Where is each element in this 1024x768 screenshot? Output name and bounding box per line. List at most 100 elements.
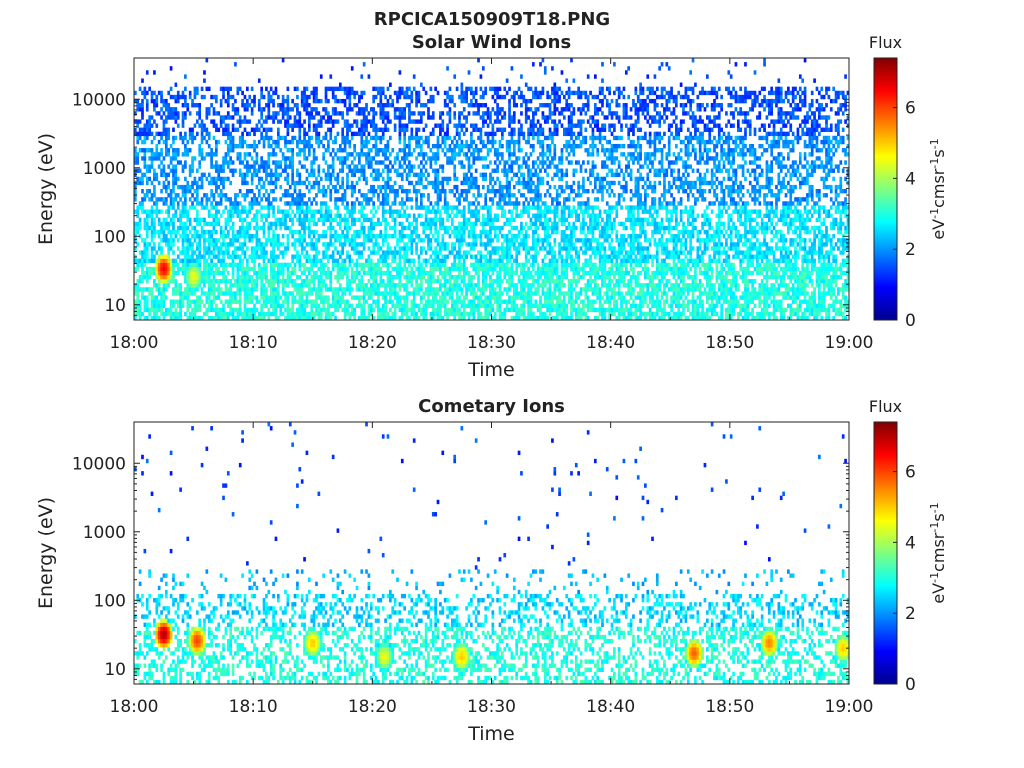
heatmap-cell bbox=[167, 254, 171, 259]
heatmap-cell bbox=[260, 266, 263, 272]
heatmap-cell bbox=[436, 229, 440, 235]
heatmap-cell bbox=[353, 156, 356, 161]
heatmap-cell bbox=[446, 205, 449, 210]
heatmap-cell bbox=[484, 193, 488, 198]
heatmap-cell bbox=[343, 160, 347, 165]
heatmap-cell bbox=[415, 90, 418, 96]
heatmap-cell bbox=[184, 234, 187, 239]
heatmap-cell bbox=[303, 307, 306, 313]
heatmap-cell bbox=[491, 168, 495, 173]
heatmap-cell bbox=[403, 274, 406, 280]
heatmap-cell bbox=[379, 279, 383, 284]
heatmap-cell bbox=[367, 225, 371, 231]
heatmap-cell bbox=[231, 266, 235, 272]
heatmap-cell bbox=[274, 217, 278, 223]
heatmap-cell bbox=[162, 131, 166, 137]
heatmap-cell bbox=[472, 148, 476, 153]
heatmap-cell bbox=[179, 307, 182, 313]
heatmap-cell bbox=[336, 279, 340, 284]
heatmap-cell bbox=[443, 258, 447, 263]
heatmap-cell bbox=[400, 307, 404, 313]
heatmap-cell bbox=[403, 209, 406, 214]
heatmap-cell bbox=[470, 242, 473, 247]
heatmap-cell bbox=[427, 242, 430, 247]
heatmap-cell bbox=[393, 115, 397, 120]
heatmap-cell bbox=[448, 274, 452, 280]
heatmap-cell bbox=[427, 143, 430, 149]
heatmap-cell bbox=[436, 274, 440, 280]
heatmap-cell bbox=[181, 135, 185, 141]
heatmap-cell bbox=[436, 266, 440, 272]
heatmap-cell bbox=[412, 74, 416, 79]
heatmap-cell bbox=[186, 303, 190, 309]
heatmap-cell bbox=[365, 262, 368, 268]
heatmap-cell bbox=[348, 279, 352, 284]
heatmap-cell bbox=[420, 299, 423, 304]
heatmap-cell bbox=[215, 148, 218, 153]
heatmap-cell bbox=[446, 246, 449, 251]
heatmap-cell bbox=[226, 176, 230, 182]
heatmap-cell bbox=[150, 180, 154, 186]
heatmap-cell bbox=[195, 213, 199, 218]
heatmap-cell bbox=[343, 148, 347, 153]
heatmap-cell bbox=[486, 107, 490, 112]
heatmap-cell bbox=[312, 94, 316, 100]
heatmap-cell bbox=[155, 209, 159, 214]
heatmap-cell bbox=[141, 131, 144, 137]
heatmap-cell bbox=[224, 262, 228, 268]
heatmap-cell bbox=[377, 176, 380, 182]
heatmap-cell bbox=[207, 291, 211, 296]
heatmap-cell bbox=[307, 148, 311, 153]
heatmap-cell bbox=[229, 160, 233, 165]
heatmap-cell bbox=[353, 205, 356, 210]
heatmap-cell bbox=[174, 279, 178, 284]
heatmap-cell bbox=[460, 242, 464, 247]
heatmap-cell bbox=[164, 189, 168, 194]
heatmap-cell bbox=[410, 229, 414, 235]
heatmap-cell bbox=[322, 307, 325, 313]
heatmap-cell bbox=[217, 127, 221, 132]
heatmap-cell bbox=[141, 205, 144, 210]
heatmap-cell bbox=[243, 209, 247, 214]
heatmap-cell bbox=[431, 234, 435, 239]
heatmap-cell bbox=[403, 127, 406, 132]
heatmap-cell bbox=[143, 94, 147, 100]
heatmap-cell bbox=[460, 221, 464, 227]
heatmap-cell bbox=[219, 176, 223, 182]
heatmap-cell bbox=[441, 111, 445, 116]
heatmap-cell bbox=[265, 266, 268, 272]
heatmap-cell bbox=[188, 254, 192, 259]
heatmap-cell bbox=[210, 291, 213, 296]
heatmap-cell bbox=[265, 135, 268, 141]
heatmap-cell bbox=[450, 283, 454, 288]
heatmap-cell bbox=[491, 135, 495, 141]
heatmap-cell bbox=[422, 258, 426, 263]
heatmap-cell bbox=[260, 283, 263, 288]
heatmap-cell bbox=[365, 291, 368, 296]
heatmap-cell bbox=[267, 221, 271, 227]
heatmap-cell bbox=[198, 246, 202, 251]
heatmap-cell bbox=[474, 307, 478, 313]
heatmap-cell bbox=[434, 156, 437, 161]
heatmap-cell bbox=[181, 213, 185, 218]
heatmap-cell bbox=[226, 250, 230, 255]
heatmap-cell bbox=[400, 303, 404, 309]
heatmap-cell bbox=[372, 213, 376, 218]
heatmap-cell bbox=[296, 254, 299, 259]
heatmap-cell bbox=[303, 90, 306, 96]
heatmap-cell bbox=[393, 303, 397, 309]
heatmap-cell bbox=[367, 111, 371, 116]
heatmap-cell bbox=[162, 123, 166, 128]
heatmap-cell bbox=[291, 156, 294, 161]
heatmap-cell bbox=[431, 180, 435, 186]
heatmap-cell bbox=[138, 234, 142, 239]
heatmap-cell bbox=[229, 217, 233, 223]
heatmap-cell bbox=[155, 103, 159, 108]
heatmap-cell bbox=[374, 189, 378, 194]
heatmap-cell bbox=[169, 217, 173, 223]
heatmap-cell bbox=[167, 115, 171, 120]
heatmap-cell bbox=[150, 205, 154, 210]
heatmap-cell bbox=[167, 135, 171, 141]
heatmap-cell bbox=[412, 213, 416, 218]
heatmap-cell bbox=[307, 209, 311, 214]
